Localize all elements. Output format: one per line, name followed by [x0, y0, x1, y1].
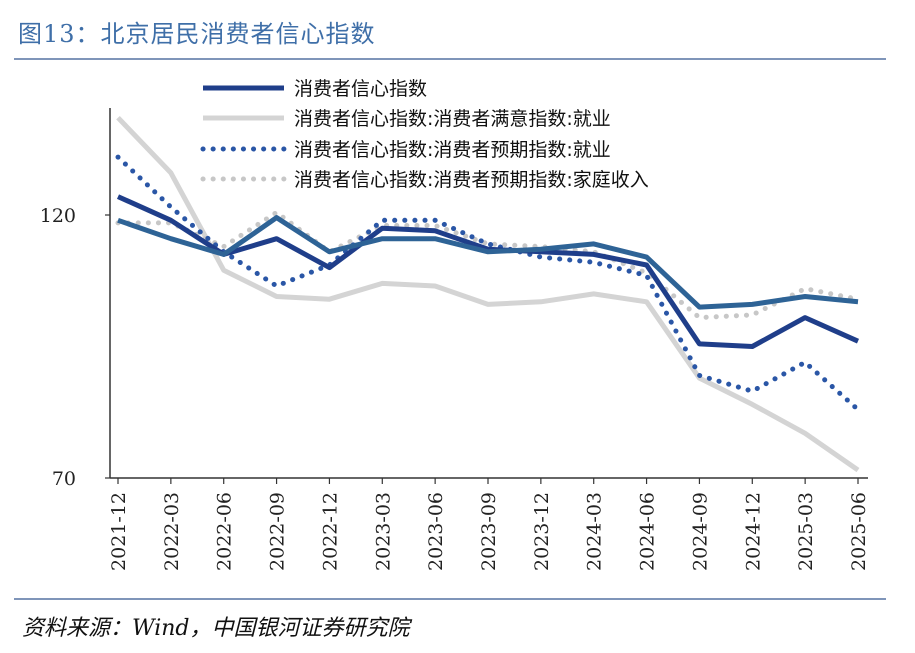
- source-rule: [14, 598, 886, 600]
- x-tick-label: 2022-12: [319, 492, 341, 571]
- y-tick-label: 120: [40, 205, 76, 227]
- title-rule: [14, 58, 886, 60]
- legend-label-4: 消费者信心指数:消费者预期指数:家庭收入: [294, 169, 649, 191]
- y-tick-label: 70: [52, 468, 76, 490]
- x-tick-label: 2023-12: [531, 492, 553, 571]
- x-tick-label: 2021-12: [108, 492, 130, 571]
- chart-axes: 70 120 2021-12 2022-03 2022-06 2022-09 2022-12…: [40, 108, 870, 571]
- x-tick-label: 2024-03: [584, 492, 606, 571]
- x-tick-label: 2023-03: [372, 492, 394, 571]
- x-tick-label: 2023-06: [425, 492, 447, 571]
- series-line-1: [116, 194, 860, 349]
- x-tick-label: 2024-12: [742, 492, 764, 571]
- x-tick-label: 2023-09: [478, 492, 500, 571]
- legend-label-1: 消费者信心指数: [294, 78, 427, 100]
- legend-label-2: 消费者信心指数:消费者满意指数:就业: [294, 108, 611, 130]
- x-tick-label: 2024-06: [637, 492, 659, 571]
- source-note: 资料来源：Wind，中国银河证券研究院: [22, 616, 410, 641]
- series-line-3: [115, 154, 861, 413]
- x-tick-label: 2022-09: [267, 492, 289, 571]
- x-tick-label: 2024-09: [689, 492, 711, 571]
- x-tick-label: 2025-06: [848, 492, 870, 571]
- x-tick-label: 2022-06: [214, 492, 236, 571]
- x-tick-label: 2022-03: [161, 492, 183, 571]
- figure-title: 图13：北京居民消费者信心指数: [18, 20, 376, 48]
- chart-legend: 消费者信心指数消费者信心指数:消费者满意指数:就业消费者信心指数:消费者预期指数…: [200, 78, 649, 191]
- legend-label-3: 消费者信心指数:消费者预期指数:就业: [294, 139, 611, 161]
- series-line-4: [115, 209, 861, 321]
- series-line-2: [116, 115, 860, 473]
- x-tick-label: 2025-03: [795, 492, 817, 571]
- series-line-5: [117, 215, 859, 310]
- chart-series-layer: [115, 115, 861, 473]
